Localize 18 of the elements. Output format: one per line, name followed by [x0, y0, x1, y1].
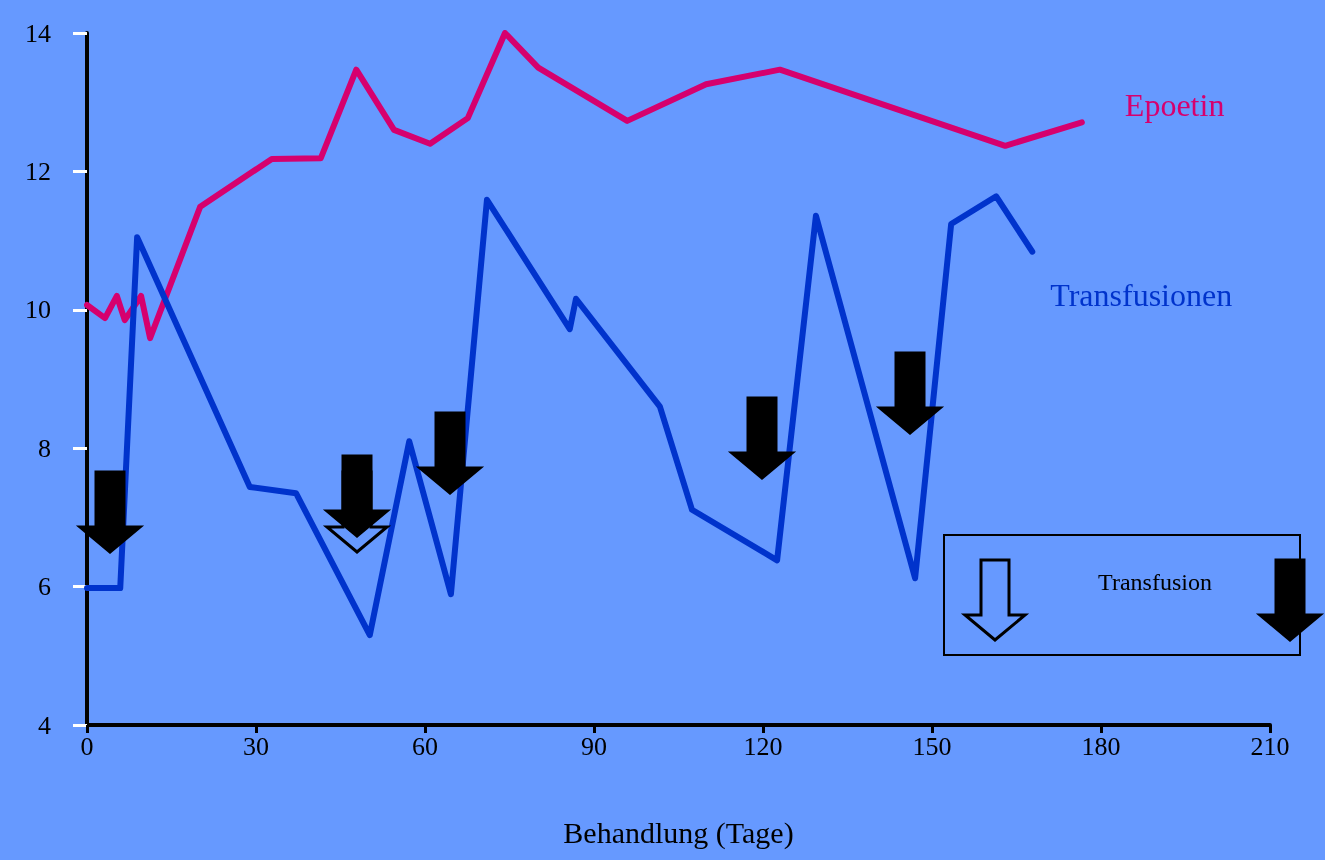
- series-label: Epoetin: [1124, 87, 1225, 124]
- x-tick-label: 210: [1250, 731, 1290, 761]
- x-axis-title: Behandlung (Tage): [563, 815, 794, 850]
- y-tick-label: 10: [25, 295, 51, 325]
- x-tick-label: 120: [743, 731, 783, 761]
- y-tick-label: 12: [25, 156, 51, 186]
- y-tick-label: 6: [38, 572, 51, 602]
- x-tick-label: 180: [1081, 731, 1121, 761]
- series-label: Transfusionen: [1050, 276, 1233, 313]
- x-tick-label: 90: [581, 731, 607, 761]
- annotation: Transfusion: [1098, 569, 1212, 595]
- x-tick-label: 60: [412, 731, 438, 761]
- x-tick-label: 0: [80, 731, 94, 761]
- y-tick-label: 8: [38, 433, 51, 463]
- x-tick-label: 30: [243, 731, 269, 761]
- y-tick-label: 14: [25, 18, 51, 48]
- y-tick-label: 4: [38, 710, 51, 740]
- x-tick-label: 150: [912, 731, 952, 761]
